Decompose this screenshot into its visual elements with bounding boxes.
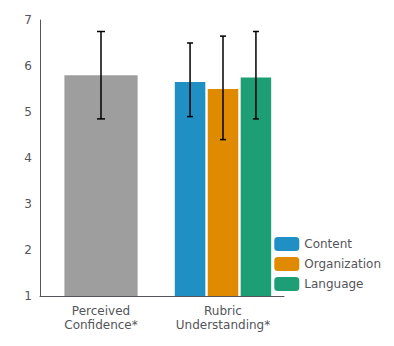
svg-text:Organization: Organization <box>304 257 381 271</box>
svg-text:Language: Language <box>304 277 363 291</box>
svg-text:4: 4 <box>24 151 32 165</box>
svg-text:1: 1 <box>24 289 32 303</box>
svg-text:Rubric: Rubric <box>204 304 242 318</box>
svg-text:Confidence*: Confidence* <box>64 318 137 332</box>
svg-text:Content: Content <box>304 237 352 251</box>
svg-text:Perceived: Perceived <box>72 304 130 318</box>
svg-text:7: 7 <box>24 13 32 27</box>
svg-text:6: 6 <box>24 59 32 73</box>
svg-text:3: 3 <box>24 197 32 211</box>
svg-text:2: 2 <box>24 243 32 257</box>
svg-text:5: 5 <box>24 105 32 119</box>
svg-text:Understanding*: Understanding* <box>176 318 270 332</box>
